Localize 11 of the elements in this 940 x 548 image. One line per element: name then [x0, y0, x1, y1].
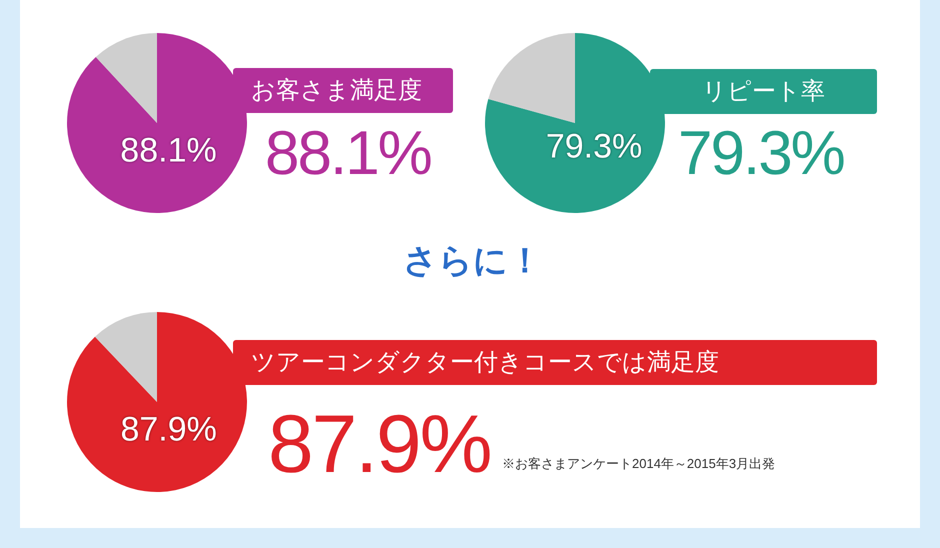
data-label: 79.3% [546, 127, 642, 166]
data-label: 87.9% [120, 410, 217, 449]
text: ※お客さまアンケート2014年～2015年3月出発 [502, 455, 776, 473]
text: 88.1% [265, 118, 431, 189]
text: リピート率 [650, 69, 877, 114]
data-label: 88.1% [120, 132, 217, 170]
text: お客さま満足度 [233, 68, 453, 113]
text: 87.9% [268, 398, 491, 492]
text: ツアーコンダクター付きコースでは満足度 [233, 340, 877, 385]
text: 79.3% [678, 118, 844, 189]
text: さらに！ [403, 241, 542, 282]
